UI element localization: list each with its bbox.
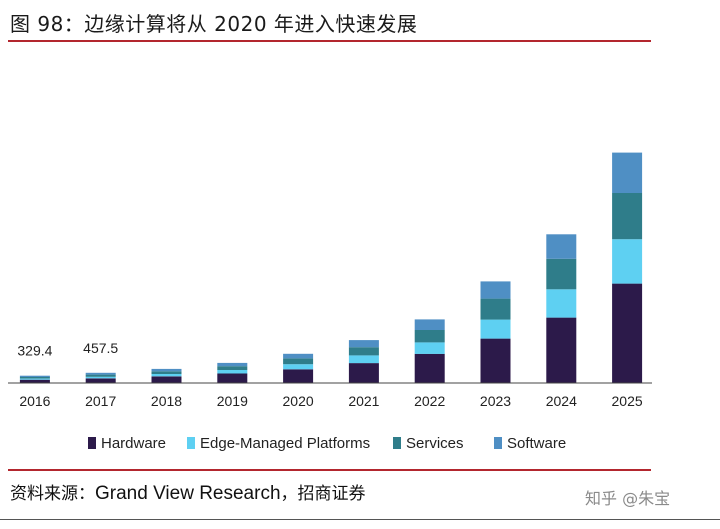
- bar-software-2020: [283, 353, 314, 359]
- bar-hardware-2020: [283, 369, 314, 383]
- data-label-2016: 329.4: [17, 343, 52, 359]
- x-tick-label-2018: 2018: [151, 393, 182, 409]
- source-rule: [8, 469, 651, 471]
- bar-edge-managed-platforms-2019: [217, 370, 248, 374]
- bar-services-2023: [480, 298, 511, 320]
- data-label-2017: 457.5: [83, 340, 118, 356]
- title-rule: [8, 40, 651, 42]
- bar-edge-managed-platforms-2022: [414, 342, 445, 354]
- bar-services-2019: [217, 366, 248, 370]
- bar-hardware-2016: [19, 379, 50, 383]
- bar-software-2024: [546, 234, 577, 259]
- bar-edge-managed-platforms-2024: [546, 289, 577, 318]
- bar-edge-managed-platforms-2021: [348, 355, 379, 364]
- bar-edge-managed-platforms-2018: [151, 373, 182, 377]
- bar-services-2021: [348, 347, 379, 356]
- bar-hardware-2024: [546, 317, 577, 383]
- legend-label-hardware: Hardware: [101, 435, 166, 452]
- bar-software-2018: [151, 368, 182, 372]
- bar-services-2017: [85, 374, 116, 377]
- x-tick-label-2020: 2020: [283, 393, 314, 409]
- legend-label-edge-managed-platforms: Edge-Managed Platforms: [200, 435, 370, 452]
- source-suffix: ，招商证券: [280, 484, 366, 504]
- bar-edge-managed-platforms-2017: [85, 376, 116, 379]
- source-name: Grand View Research: [95, 483, 281, 504]
- bar-services-2025: [612, 193, 643, 240]
- x-tick-label-2024: 2024: [546, 393, 577, 409]
- x-tick-label-2021: 2021: [348, 393, 379, 409]
- bar-software-2019: [217, 362, 248, 367]
- bar-hardware-2021: [348, 363, 379, 383]
- bar-services-2018: [151, 371, 182, 374]
- figure-title: 图 98：边缘计算将从 2020 年进入快速发展: [10, 12, 418, 36]
- bar-hardware-2017: [85, 378, 116, 383]
- bar-edge-managed-platforms-2023: [480, 319, 511, 339]
- bar-edge-managed-platforms-2025: [612, 239, 643, 284]
- bar-hardware-2022: [414, 353, 445, 383]
- bar-hardware-2025: [612, 283, 643, 383]
- watermark: 知乎 @朱宝: [585, 489, 671, 508]
- source-note: 资料来源：Grand View Research，招商证券: [10, 479, 366, 505]
- legend-label-services: Services: [406, 435, 464, 452]
- bar-software-2016: [19, 375, 50, 377]
- x-tick-label-2019: 2019: [217, 393, 248, 409]
- legend-label-software: Software: [507, 435, 566, 452]
- bar-services-2016: [19, 377, 50, 379]
- bar-services-2020: [283, 358, 314, 365]
- bar-hardware-2023: [480, 338, 511, 383]
- x-tick-label-2023: 2023: [480, 393, 511, 409]
- bar-edge-managed-platforms-2016: [19, 378, 50, 380]
- bar-software-2017: [85, 372, 116, 375]
- x-tick-label-2017: 2017: [85, 393, 116, 409]
- bar-edge-managed-platforms-2020: [283, 364, 314, 370]
- bar-services-2024: [546, 258, 577, 290]
- bar-software-2022: [414, 319, 445, 330]
- bar-software-2023: [480, 281, 511, 299]
- legend-swatch-services: [393, 437, 401, 449]
- source-prefix: 资料来源：: [10, 484, 95, 504]
- legend-swatch-software: [494, 437, 502, 449]
- bar-services-2022: [414, 330, 445, 343]
- legend-swatch-edge-managed-platforms: [187, 437, 195, 449]
- bar-hardware-2019: [217, 373, 248, 383]
- bar-software-2025: [612, 152, 643, 193]
- x-tick-label-2016: 2016: [19, 393, 50, 409]
- bar-software-2021: [348, 340, 379, 348]
- x-tick-label-2022: 2022: [414, 393, 445, 409]
- bottom-divider: [0, 519, 720, 520]
- legend-swatch-hardware: [88, 437, 96, 449]
- bar-hardware-2018: [151, 376, 182, 383]
- x-tick-label-2025: 2025: [612, 393, 643, 409]
